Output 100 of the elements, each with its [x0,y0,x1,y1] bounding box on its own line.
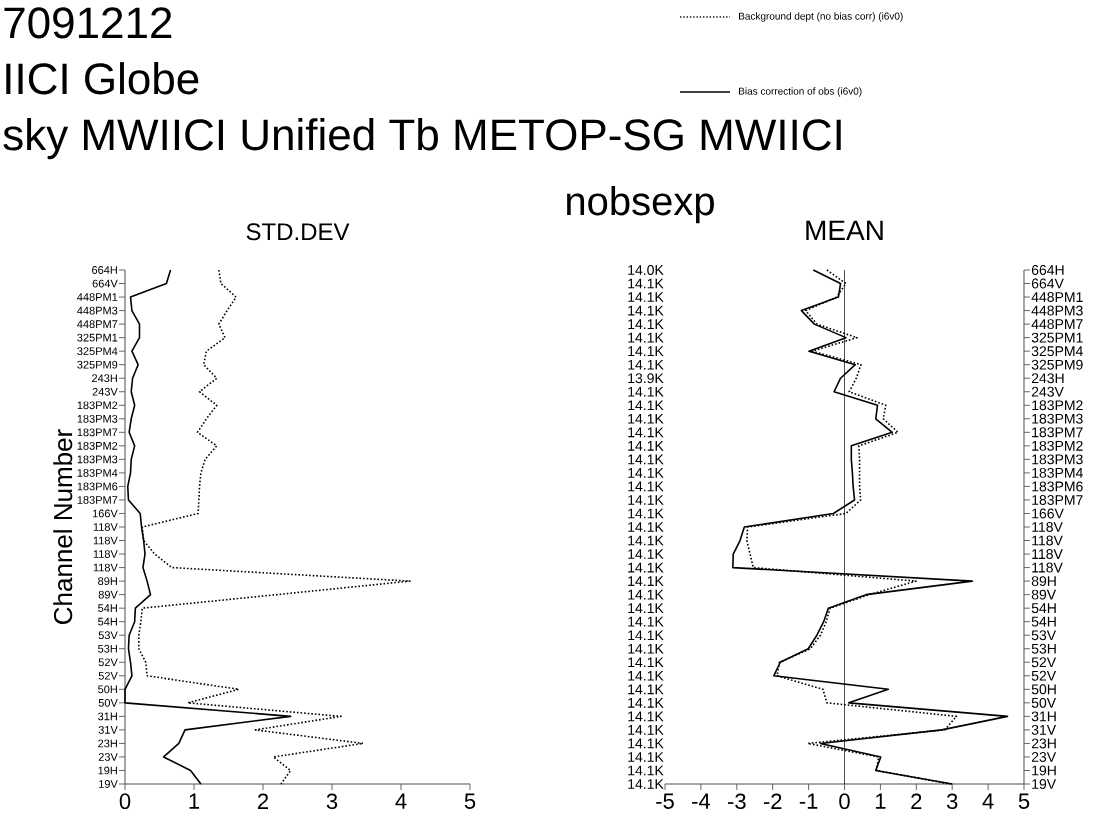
y-tick-label: 31V [1031,724,1057,735]
y-tick-label: 52V [1031,670,1057,681]
y-tick-label: 448PM3 [77,306,118,315]
y-tick-label: 448PM1 [77,293,118,301]
y-tick-label: 52V [1031,657,1057,668]
y-tick-label: 183PM2 [1032,440,1083,451]
y-tick-label: 52V [98,658,118,667]
y-tick-label: 53H [1031,643,1056,654]
y-tick-label: 52V [98,671,118,680]
y-tick-label: 183PM6 [77,482,118,491]
y2-tick-label: 14.1K [628,468,664,478]
y-tick-label: 23H [98,739,117,748]
y2-tick-label: 14.1K [628,738,664,749]
y-tick-label: 664V [1031,278,1064,289]
x-tick-label: -2 [763,793,782,809]
y-tick-label: 53V [1031,630,1057,641]
y-tick-label: 243H [1031,373,1064,384]
x-tick-label: -1 [799,793,818,809]
y2-tick-label: 14.1K [628,765,664,776]
y-tick-label: 23V [98,753,118,761]
y2-tick-label: 14.1K [628,319,664,329]
y2-tick-label: 14.1K [628,427,664,438]
y-tick-label: 325PM9 [1031,359,1083,370]
legend-label: Bias correction of obs (i6v0) [739,87,862,97]
y2-tick-label: 14.1K [628,603,664,613]
y-tick-label: 31H [1031,711,1056,722]
y2-tick-label: 14.1K [628,522,664,532]
y-tick-label: 118V [93,550,118,558]
x-tick-label: 1 [875,793,886,809]
x-tick-label: 2 [911,793,922,809]
y2-tick-label: 14.1K [628,670,664,681]
y2-tick-label: 14.1K [628,441,664,451]
y-tick-label: 19H [98,766,117,775]
y-tick-label: 183PM2 [1032,400,1083,411]
y2-tick-label: 14.1K [628,616,664,627]
y-tick-label: 448PM3 [1031,305,1083,316]
y-tick-label: 54H [1031,616,1056,627]
y2-tick-label: 14.1K [628,549,664,559]
x-tick-label: -5 [656,793,674,809]
y-tick-label: 50V [98,698,118,707]
y-tick-label: 183PM4 [77,469,118,477]
y-tick-label: 325PM9 [77,360,118,369]
y2-tick-label: 14.1K [628,481,664,492]
y2-tick-label: 14.1K [628,779,664,789]
y-tick-label: 243H [92,374,117,383]
y-tick-label: 183PM7 [1032,494,1083,505]
y-tick-label: 183PM7 [77,496,118,504]
x-tick-label: -3 [727,793,746,810]
y-tick-label: 50H [1031,684,1056,695]
y-tick-label: 31V [98,726,118,734]
x-tick-label: 0 [839,793,850,810]
chart-title: STD.DEV [246,223,350,241]
y2-tick-label: 14.1K [628,346,664,356]
y2-tick-label: 14.1K [628,400,664,411]
x-tick-label: 4 [982,793,994,809]
y-tick-label: 448PM7 [1031,319,1083,330]
y-tick-label: 664H [1031,265,1064,275]
y-tick-label: 53V [98,631,118,640]
text: 7091212 [4,7,172,39]
y-tick-label: 183PM3 [1032,454,1083,465]
y2-tick-label: 14.1K [628,359,664,370]
y2-axis-title: nobsexp [567,186,714,224]
chart-title: MEAN [806,220,883,240]
y2-tick-label: 14.1K [628,305,664,316]
y2-tick-label: 14.0K [628,265,664,275]
y-axis-title: Channel Number [53,429,73,624]
y2-tick-label: 14.1K [628,413,664,424]
y-tick-label: 19V [1032,779,1057,789]
y-tick-label: 448PM7 [77,320,118,329]
y-tick-label: 23H [1031,738,1056,749]
y-tick-label: 664H [92,266,117,274]
y2-tick-label: 14.1K [628,698,664,708]
legend-label: Background dept (no bias corr) (i6v0) [739,12,903,22]
y-tick-label: 325PM4 [1031,346,1083,357]
text: sky MWIICI Unified Tb METOP-SG MWIICI [3,118,841,160]
y-tick-label: 54H [1031,603,1056,614]
x-tick-label: 4 [395,793,407,809]
text: IICI Globe [6,62,199,95]
y2-tick-label: 14.1K [628,562,664,573]
y2-tick-label: 14.1K [628,386,664,397]
y2-tick-label: 14.1K [628,589,664,600]
y2-tick-label: 14.1K [628,643,664,654]
y-tick-label: 53H [98,644,117,653]
y-tick-label: 166V [1032,508,1064,519]
y2-tick-label: 14.1K [628,535,664,546]
y-tick-label: 183PM7 [77,428,118,437]
y-tick-label: 50V [1031,697,1057,708]
x-tick-label: 1 [189,793,200,809]
y-tick-label: 89V [1031,589,1057,600]
y-tick-label: 166V [92,509,118,518]
x-tick-label: 3 [946,793,958,810]
y-tick-label: 183PM4 [1032,467,1083,478]
x-tick-label: 2 [258,793,269,809]
x-tick-label: 3 [326,793,338,810]
y-tick-label: 243V [1031,386,1064,397]
y-tick-label: 325PM1 [77,333,118,342]
y-tick-label: 50H [98,685,117,694]
y-tick-label: 54H [98,617,117,626]
y-tick-label: 664V [92,279,118,288]
y2-tick-label: 14.1K [628,454,664,465]
